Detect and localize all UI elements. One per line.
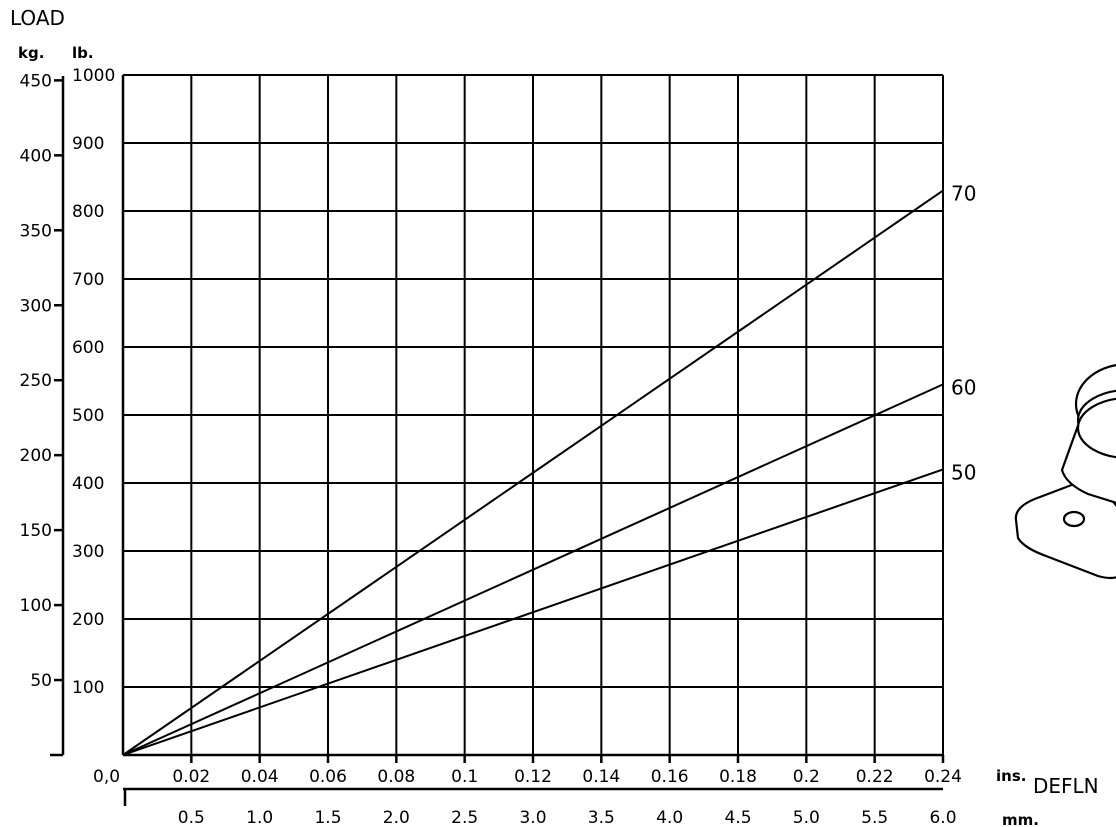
x-tick-label-mm: 5.0 [793,808,820,827]
series-label-60: 60 [951,375,976,399]
y-tick-label-lb: 100 [72,678,104,698]
y-tick-label-kg: 450 [20,71,52,91]
grid [123,74,944,755]
origin-label: 0,0 [93,767,120,787]
x-axis-title: DEFLN [1033,774,1099,798]
x-tick-label-in: 0.14 [582,767,620,787]
y-tick-label-kg: 100 [20,596,52,616]
x-tick-label-mm: 3.5 [588,808,615,827]
x-tick-label-in: 0.02 [172,767,210,787]
y-tick-label-kg: 250 [20,371,52,391]
x-tick-label-mm: 2.5 [451,808,478,827]
x-tick-label-mm: 4.0 [656,808,683,827]
x-tick-label-in: 0.08 [377,767,415,787]
y-tick-label-lb: 1000 [72,66,115,86]
x-tick-label-mm: 6.0 [929,808,956,827]
series-line-50 [122,468,944,756]
series-group: 70 60 50 [122,182,976,756]
y-tick-label-lb: 500 [72,406,104,426]
y-unit-lb: lb. [72,44,94,62]
x-tick-label-in: 0.2 [793,767,820,787]
x-tick-label-in: 0.18 [719,767,757,787]
x-tick-label-in: 0.16 [651,767,689,787]
axes [50,75,943,806]
x-tick-label-mm: 1.5 [314,808,341,827]
y-tick-label-lb: 900 [72,134,104,154]
mount-illustration [1014,363,1116,580]
mount-bolt-hole [1062,510,1086,528]
x-unit-mm: mm. [1002,811,1039,827]
x-tick-label-in: 0.22 [856,767,894,787]
y-tick-label-kg: 150 [20,521,52,541]
x-tick-label-in: 0.1 [451,767,478,787]
y-tick-label-lb: 600 [72,338,104,358]
y-tick-label-lb: 700 [72,270,104,290]
x-tick-label-mm: 2.0 [383,808,410,827]
x-unit-in: ins. [996,767,1026,785]
x-tick-label-in: 0.04 [241,767,279,787]
x-tick-label-in: 0.12 [514,767,552,787]
y-tick-label-lb: 800 [72,202,104,222]
y-tick-label-kg: 350 [20,221,52,241]
mount-ring-2 [1076,397,1116,459]
y-unit-kg: kg. [18,44,44,62]
y-tick-label-kg: 400 [20,146,52,166]
series-line-60 [122,383,944,756]
series-line-70 [122,189,944,756]
y-tick-label-lb: 300 [72,542,104,562]
y-tick-label-lb: 200 [72,610,104,630]
x-tick-label-mm: 0.5 [178,808,205,827]
x-tick-label-mm: 3.0 [519,808,546,827]
series-label-70: 70 [951,182,976,206]
x-tick-label-in: 0.06 [309,767,347,787]
y-tick-label-kg: 50 [30,671,52,691]
series-label-50: 50 [951,460,976,484]
x-tick-label-mm: 5.5 [861,808,888,827]
y-axis-title: LOAD [10,6,65,30]
x-tick-label-in: 0.24 [924,767,962,787]
ticks: 100 200 300 400 500 600 700 800 900 1000 50 100 150 2… [20,66,962,827]
x-tick-label-mm: 4.5 [724,808,751,827]
y-tick-label-kg: 300 [20,296,52,316]
x-tick-label-mm: 1.0 [246,808,273,827]
y-tick-label-kg: 200 [20,446,52,466]
y-tick-label-lb: 400 [72,474,104,494]
